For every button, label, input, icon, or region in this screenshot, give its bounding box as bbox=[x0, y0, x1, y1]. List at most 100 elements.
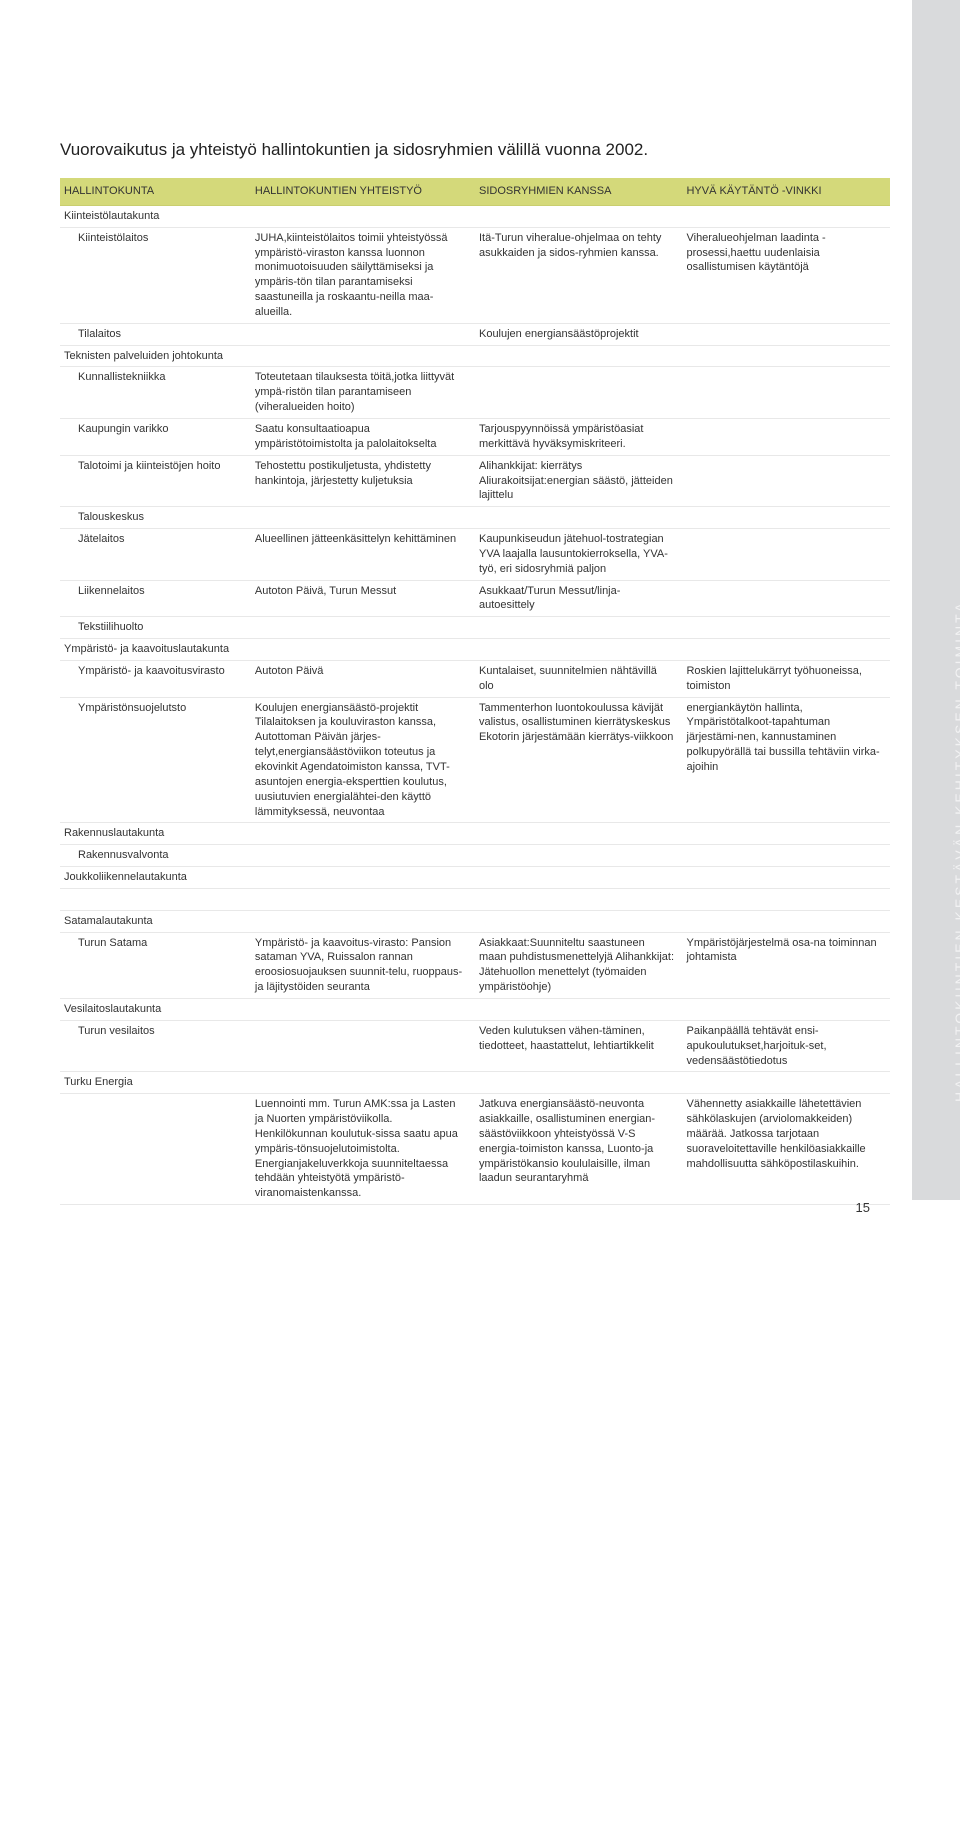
row-cell: Alihankkijat: kierrätys Aliurakoitsijat:… bbox=[475, 455, 683, 507]
row-label bbox=[60, 1094, 251, 1205]
row-cell: Koulujen energiansäästöprojektit bbox=[475, 323, 683, 345]
page-title: Vuorovaikutus ja yhteistyö hallintokunti… bbox=[60, 140, 890, 160]
row-label: Ympäristönsuojelutsto bbox=[60, 697, 251, 823]
row-cell bbox=[251, 617, 475, 639]
row-cell: Luennointi mm. Turun AMK:ssa ja Lasten j… bbox=[251, 1094, 475, 1205]
row-cell bbox=[682, 867, 890, 889]
row-cell bbox=[682, 345, 890, 367]
page-number: 15 bbox=[856, 1200, 870, 1215]
column-header: SIDOSRYHMIEN KANSSA bbox=[475, 178, 683, 205]
row-cell: Ympäristöjärjestelmä osa-na toiminnan jo… bbox=[682, 932, 890, 998]
row-label: Talotoimi ja kiinteistöjen hoito bbox=[60, 455, 251, 507]
row-cell bbox=[251, 845, 475, 867]
column-header: HYVÄ KÄYTÄNTÖ -VINKKI bbox=[682, 178, 890, 205]
row-cell bbox=[682, 455, 890, 507]
row-cell: Paikanpäällä tehtävät ensi-apukoulutukse… bbox=[682, 1020, 890, 1072]
row-cell bbox=[682, 205, 890, 227]
row-cell bbox=[251, 323, 475, 345]
row-cell bbox=[682, 823, 890, 845]
row-cell: Vähennetty asiakkaille lähetettävien säh… bbox=[682, 1094, 890, 1205]
row-label: Ympäristö- ja kaavoituslautakunta bbox=[60, 639, 251, 661]
row-cell: energiankäytön hallinta, Ympäristötalkoo… bbox=[682, 697, 890, 823]
column-header: HALLINTOKUNTIEN YHTEISTYÖ bbox=[251, 178, 475, 205]
row-cell: Alueellinen jätteenkäsittelyn kehittämin… bbox=[251, 529, 475, 581]
row-cell bbox=[475, 639, 683, 661]
row-cell bbox=[682, 580, 890, 617]
row-label: Rakennuslautakunta bbox=[60, 823, 251, 845]
page-content: Vuorovaikutus ja yhteistyö hallintokunti… bbox=[0, 0, 960, 1245]
row-label: Kiinteistölaitos bbox=[60, 227, 251, 323]
row-cell bbox=[682, 910, 890, 932]
row-cell bbox=[682, 323, 890, 345]
row-cell bbox=[682, 418, 890, 455]
row-label: Kunnallistekniikka bbox=[60, 367, 251, 419]
row-cell: Viheralueohjelman laadinta -prosessi,hae… bbox=[682, 227, 890, 323]
row-label: Joukkoliikennelautakunta bbox=[60, 867, 251, 889]
row-cell bbox=[251, 823, 475, 845]
row-label: Vesilaitoslautakunta bbox=[60, 998, 251, 1020]
row-label: Ympäristö- ja kaavoitusvirasto bbox=[60, 660, 251, 697]
row-cell: Koulujen energiansäästö-projektit Tilala… bbox=[251, 697, 475, 823]
row-cell bbox=[475, 507, 683, 529]
row-cell: Roskien lajittelukärryt työhuoneissa, to… bbox=[682, 660, 890, 697]
row-cell: Autoton Päivä, Turun Messut bbox=[251, 580, 475, 617]
column-header: HALLINTOKUNTA bbox=[60, 178, 251, 205]
row-cell bbox=[251, 867, 475, 889]
row-cell: Kaupunkiseudun jätehuol-tostrategian YVA… bbox=[475, 529, 683, 581]
row-label: Liikennelaitos bbox=[60, 580, 251, 617]
row-cell bbox=[475, 845, 683, 867]
row-cell: Toteutetaan tilauksesta töitä,jotka liit… bbox=[251, 367, 475, 419]
row-cell bbox=[682, 1072, 890, 1094]
blank-row bbox=[60, 888, 890, 910]
row-cell: Asukkaat/Turun Messut/linja-autoesittely bbox=[475, 580, 683, 617]
row-label: Tekstiilihuolto bbox=[60, 617, 251, 639]
row-cell: Autoton Päivä bbox=[251, 660, 475, 697]
row-cell bbox=[251, 345, 475, 367]
row-cell: Itä-Turun viheralue-ohjelmaa on tehty as… bbox=[475, 227, 683, 323]
row-cell bbox=[475, 367, 683, 419]
row-cell bbox=[475, 1072, 683, 1094]
row-label: Jätelaitos bbox=[60, 529, 251, 581]
row-cell bbox=[475, 205, 683, 227]
row-label: Satamalautakunta bbox=[60, 910, 251, 932]
row-cell: Tehostettu postikuljetusta, yhdistetty h… bbox=[251, 455, 475, 507]
row-label: Turun vesilaitos bbox=[60, 1020, 251, 1072]
row-cell bbox=[475, 345, 683, 367]
data-table: HALLINTOKUNTAHALLINTOKUNTIEN YHTEISTYÖSI… bbox=[60, 178, 890, 1205]
row-label: Turku Energia bbox=[60, 1072, 251, 1094]
row-cell bbox=[251, 205, 475, 227]
row-cell: Saatu konsultaatioapua ympäristötoimisto… bbox=[251, 418, 475, 455]
row-cell bbox=[682, 845, 890, 867]
row-cell: Tarjouspyynnöissä ympäristöasiat merkitt… bbox=[475, 418, 683, 455]
row-cell: Kuntalaiset, suunnitelmien nähtävillä ol… bbox=[475, 660, 683, 697]
row-label: Rakennusvalvonta bbox=[60, 845, 251, 867]
row-cell bbox=[475, 910, 683, 932]
row-cell: Asiakkaat:Suunniteltu saastuneen maan pu… bbox=[475, 932, 683, 998]
row-cell bbox=[682, 639, 890, 661]
row-label: Kiinteistölautakunta bbox=[60, 205, 251, 227]
row-cell bbox=[251, 998, 475, 1020]
row-label: Tilalaitos bbox=[60, 323, 251, 345]
row-cell bbox=[251, 1072, 475, 1094]
row-label: Teknisten palveluiden johtokunta bbox=[60, 345, 251, 367]
row-cell: Tammenterhon luontokoulussa kävijät vali… bbox=[475, 697, 683, 823]
row-cell bbox=[251, 507, 475, 529]
row-cell bbox=[475, 998, 683, 1020]
row-cell: Ympäristö- ja kaavoitus-virasto: Pansion… bbox=[251, 932, 475, 998]
row-cell bbox=[251, 910, 475, 932]
row-cell: Jatkuva energiansäästö-neuvonta asiakkai… bbox=[475, 1094, 683, 1205]
row-cell bbox=[251, 1020, 475, 1072]
row-cell: Veden kulutuksen vähen-täminen, tiedotte… bbox=[475, 1020, 683, 1072]
row-label: Turun Satama bbox=[60, 932, 251, 998]
row-cell bbox=[682, 617, 890, 639]
row-cell bbox=[682, 998, 890, 1020]
row-cell bbox=[475, 617, 683, 639]
row-label: Talouskeskus bbox=[60, 507, 251, 529]
row-cell bbox=[475, 867, 683, 889]
row-cell: JUHA,kiinteistölaitos toimii yhteistyöss… bbox=[251, 227, 475, 323]
row-cell bbox=[682, 507, 890, 529]
row-cell bbox=[475, 823, 683, 845]
row-cell bbox=[251, 639, 475, 661]
row-cell bbox=[682, 529, 890, 581]
row-cell bbox=[682, 367, 890, 419]
